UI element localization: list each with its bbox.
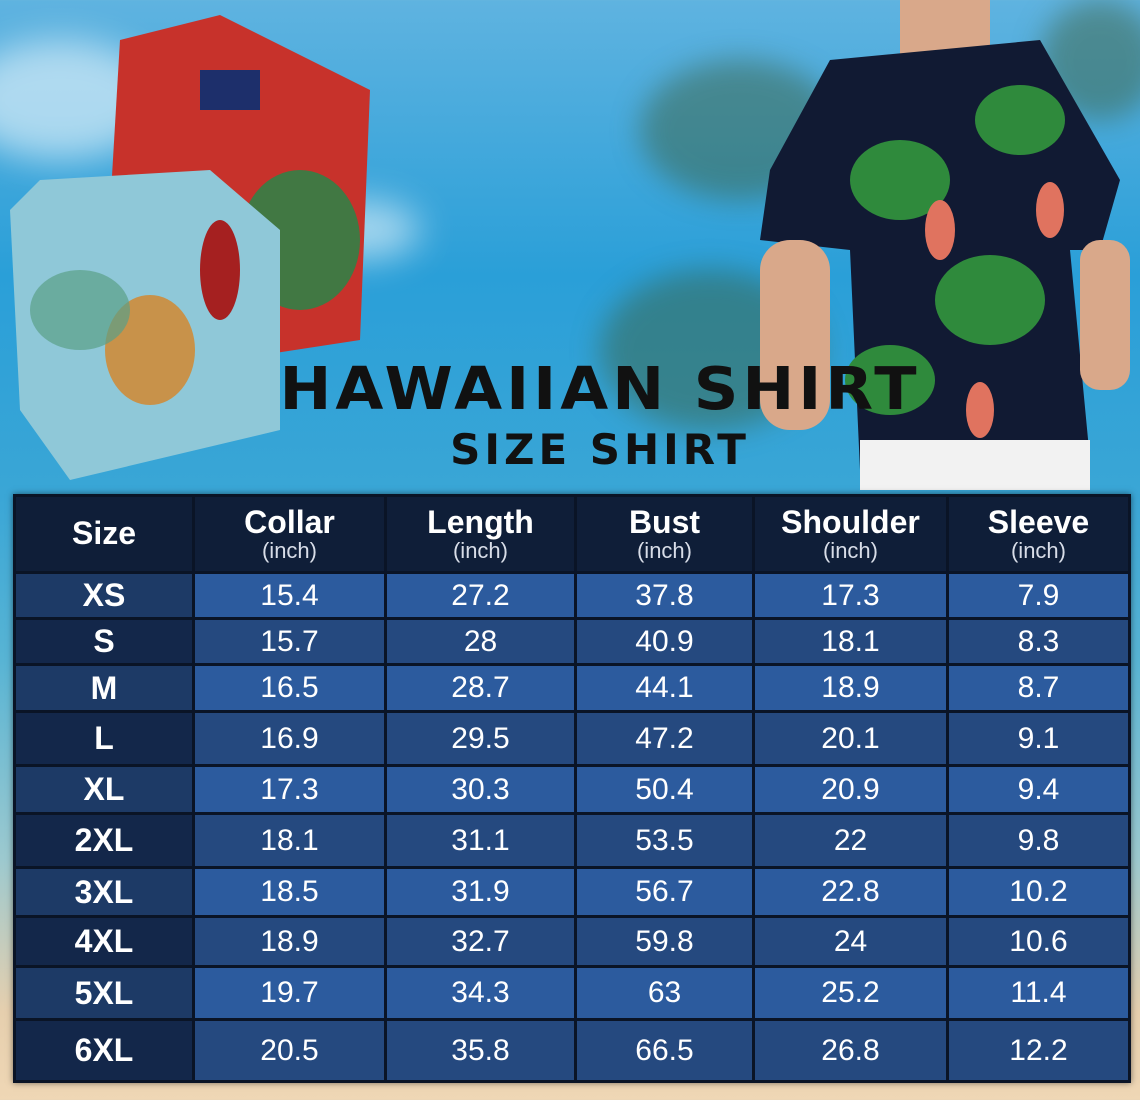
size-cell: 4XL: [13, 915, 195, 968]
measurement-cell: 9.1: [946, 710, 1131, 767]
measurement-cell: 16.9: [192, 710, 387, 767]
measurement-cell: 17.3: [192, 764, 387, 815]
measurement-cell: 35.8: [384, 1018, 577, 1083]
measurement-cell: 9.8: [946, 812, 1131, 869]
table-row: 2XL 18.1 31.1 53.5 22 9.8: [13, 812, 1131, 869]
measurement-cell: 17.3: [752, 571, 949, 620]
model-shirt-image: [760, 0, 1130, 490]
subtitle: SIZE SHIRT: [450, 425, 750, 474]
column-header-shoulder: Shoulder (inch): [752, 494, 949, 574]
table-row: S 15.7 28 40.9 18.1 8.3: [13, 617, 1131, 666]
measurement-cell: 56.7: [574, 866, 755, 918]
measurement-cell: 28.7: [384, 663, 577, 713]
measurement-cell: 53.5: [574, 812, 755, 869]
measurement-cell: 18.9: [192, 915, 387, 968]
column-header-length: Length (inch): [384, 494, 577, 574]
column-header-bust: Bust (inch): [574, 494, 755, 574]
measurement-cell: 22.8: [752, 866, 949, 918]
folded-shirts-image: [10, 15, 370, 480]
column-header-size: Size: [13, 494, 195, 574]
size-table: Size Collar (inch) Length (inch) Bust (inch) Sh…: [13, 494, 1131, 1083]
measurement-cell: 31.9: [384, 866, 577, 918]
table-row: 6XL 20.5 35.8 66.5 26.8 12.2: [13, 1018, 1131, 1083]
measurement-cell: 40.9: [574, 617, 755, 666]
table-row: 5XL 19.7 34.3 63 25.2 11.4: [13, 965, 1131, 1021]
measurement-cell: 63: [574, 965, 755, 1021]
measurement-cell: 37.8: [574, 571, 755, 620]
column-label: Collar: [244, 503, 335, 540]
measurement-cell: 18.5: [192, 866, 387, 918]
table-row: L 16.9 29.5 47.2 20.1 9.1: [13, 710, 1131, 767]
measurement-cell: 31.1: [384, 812, 577, 869]
measurement-cell: 34.3: [384, 965, 577, 1021]
size-cell: S: [13, 617, 195, 666]
measurement-cell: 50.4: [574, 764, 755, 815]
table-row: XS 15.4 27.2 37.8 17.3 7.9: [13, 571, 1131, 620]
title: HAWAIIAN SHIRT: [279, 353, 921, 424]
measurement-cell: 18.9: [752, 663, 949, 713]
column-label: Length: [427, 503, 534, 540]
size-cell: L: [13, 710, 195, 767]
measurement-cell: 27.2: [384, 571, 577, 620]
column-label: Shoulder: [781, 503, 920, 540]
measurement-cell: 29.5: [384, 710, 577, 767]
measurement-cell: 47.2: [574, 710, 755, 767]
measurement-cell: 20.9: [752, 764, 949, 815]
table-header-row: Size Collar (inch) Length (inch) Bust (inch) Sh…: [13, 494, 1131, 574]
measurement-cell: 30.3: [384, 764, 577, 815]
measurement-cell: 24: [752, 915, 949, 968]
measurement-cell: 25.2: [752, 965, 949, 1021]
column-unit: (inch): [1010, 538, 1066, 564]
measurement-cell: 11.4: [946, 965, 1131, 1021]
measurement-cell: 19.7: [192, 965, 387, 1021]
size-cell: 2XL: [13, 812, 195, 869]
measurement-cell: 32.7: [384, 915, 577, 968]
table-row: M 16.5 28.7 44.1 18.9 8.7: [13, 663, 1131, 713]
measurement-cell: 15.4: [192, 571, 387, 620]
column-unit: (inch): [636, 538, 692, 564]
measurement-cell: 12.2: [946, 1018, 1131, 1083]
column-label: Size: [71, 515, 137, 552]
measurement-cell: 16.5: [192, 663, 387, 713]
measurement-cell: 7.9: [946, 571, 1131, 620]
size-cell: M: [13, 663, 195, 713]
measurement-cell: 18.1: [752, 617, 949, 666]
measurement-cell: 8.7: [946, 663, 1131, 713]
measurement-cell: 15.7: [192, 617, 387, 666]
measurement-cell: 10.6: [946, 915, 1131, 968]
size-cell: 6XL: [13, 1018, 195, 1083]
measurement-cell: 20.5: [192, 1018, 387, 1083]
column-unit: (inch): [452, 538, 508, 564]
measurement-cell: 26.8: [752, 1018, 949, 1083]
measurement-cell: 8.3: [946, 617, 1131, 666]
table-row: XL 17.3 30.3 50.4 20.9 9.4: [13, 764, 1131, 815]
measurement-cell: 22: [752, 812, 949, 869]
measurement-cell: 66.5: [574, 1018, 755, 1083]
column-header-sleeve: Sleeve (inch): [946, 494, 1131, 574]
measurement-cell: 20.1: [752, 710, 949, 767]
table-row: 3XL 18.5 31.9 56.7 22.8 10.2: [13, 866, 1131, 918]
measurement-cell: 44.1: [574, 663, 755, 713]
size-cell: XS: [13, 571, 195, 620]
measurement-cell: 10.2: [946, 866, 1131, 918]
measurement-cell: 59.8: [574, 915, 755, 968]
measurement-cell: 9.4: [946, 764, 1131, 815]
column-unit: (inch): [822, 538, 878, 564]
size-cell: 3XL: [13, 866, 195, 918]
measurement-cell: 28: [384, 617, 577, 666]
size-cell: XL: [13, 764, 195, 815]
column-unit: (inch): [261, 538, 317, 564]
size-cell: 5XL: [13, 965, 195, 1021]
column-label: Sleeve: [987, 503, 1090, 540]
table-row: 4XL 18.9 32.7 59.8 24 10.6: [13, 915, 1131, 968]
column-header-collar: Collar (inch): [192, 494, 387, 574]
measurement-cell: 18.1: [192, 812, 387, 869]
column-label: Bust: [628, 503, 701, 540]
